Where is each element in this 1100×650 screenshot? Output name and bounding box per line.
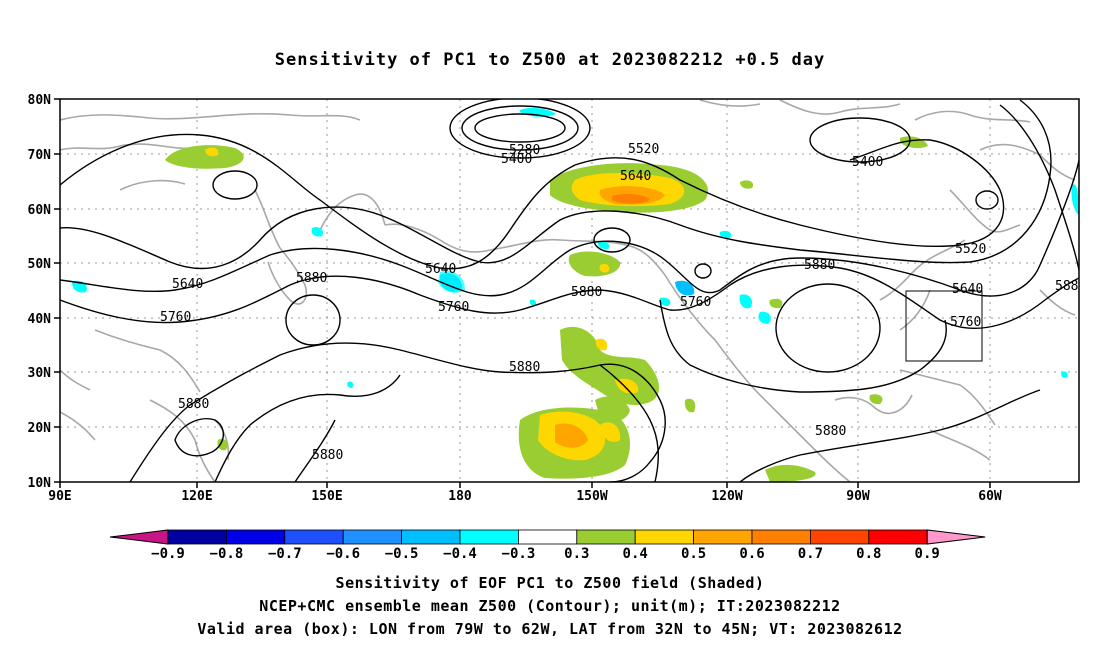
colorbar-swatch [693,529,753,545]
colorbar-label: −0.7 [268,546,302,562]
lon-label: 150W [576,489,607,504]
contour-label: 5520 [628,142,659,157]
colorbar-extend-high [926,529,986,545]
lon-label: 150E [311,489,342,504]
valid-area-box [905,290,983,362]
colorbar-swatch [518,529,578,545]
contour-label: 5280 [509,143,540,158]
caption-valid-area: Valid area (box): LON from 79W to 62W, L… [197,620,903,638]
contour-label: 5880 [815,424,846,439]
contour-label: 5880 [571,285,602,300]
map-title: Sensitivity of PC1 to Z500 at 2023082212… [274,50,826,70]
latitude-labels: 80N 70N 60N 50N 40N 30N 20N 10N [28,93,52,491]
colorbar-label: 0.7 [798,546,823,562]
colorbar-label: −0.6 [326,546,360,562]
contour-label: 5400 [852,155,883,170]
lon-label: 180 [448,489,472,504]
colorbar-label: −0.3 [502,546,536,562]
contour-label: 5880 [509,360,540,375]
colorbar-swatch [634,529,695,545]
colorbar-label: −0.9 [151,546,185,562]
colorbar: −0.9 −0.8 −0.7 −0.6 −0.5 −0.4 −0.3 0.3 0.4 0.5 0.6… [109,529,986,562]
lat-label: 20N [28,421,52,436]
longitude-labels: 90E 120E 150E 180 150W 120W 90W 60W [48,489,1002,504]
lat-label: 80N [28,93,52,108]
contour-label: 5640 [425,262,456,277]
colorbar-label: −0.4 [443,546,477,562]
colorbar-swatch [459,529,519,545]
contour-label: 5760 [438,300,469,315]
colorbar-label: 0.8 [856,546,881,562]
lon-label: 120E [181,489,212,504]
contour-label: 5880 [804,258,835,273]
colorbar-extend-low [109,529,169,545]
lat-label: 50N [28,257,52,272]
lat-label: 60N [28,203,52,218]
colorbar-swatch [284,529,344,545]
contour-label: 5760 [160,310,191,325]
lon-label: 90W [846,489,870,504]
colorbar-swatch [225,529,286,545]
contour-label: 5880 [296,271,327,286]
caption-contour: NCEP+CMC ensemble mean Z500 (Contour); u… [259,597,841,615]
colorbar-swatch [751,529,811,545]
lat-label: 30N [28,366,52,381]
colorbar-label: 0.4 [623,546,648,562]
z500-contours [60,99,1079,482]
lat-label: 40N [28,312,52,327]
contour-label: 5640 [172,277,203,292]
contour-label: 588 [1055,279,1078,294]
contour-label: 5400 [501,152,532,167]
lat-label: 10N [28,476,52,491]
coastlines [60,99,1076,482]
contour-label: 5760 [950,315,981,330]
colorbar-swatch [868,529,928,545]
lon-label: 120W [711,489,742,504]
colorbar-label: 0.6 [739,546,764,562]
colorbar-label: −0.8 [210,546,244,562]
tick-marks [54,98,991,488]
colorbar-swatch [401,529,461,545]
plot-frame [59,98,1080,483]
colorbar-swatch [576,529,636,545]
caption-shading: Sensitivity of EOF PC1 to Z500 field (Sh… [335,574,765,592]
contour-labels: 5280 5400 5520 5640 5400 5520 5640 5880 … [160,142,1078,463]
lon-label: 90E [48,489,71,504]
colorbar-label: 0.5 [681,546,706,562]
sensitivity-shading [72,107,1079,482]
contour-label: 5640 [952,282,983,297]
colorbar-label: 0.9 [915,546,940,562]
contour-label: 5880 [312,448,343,463]
colorbar-swatch [167,529,227,545]
contour-label: 5640 [620,169,651,184]
lat-label: 70N [28,148,52,163]
colorbar-swatch [342,529,403,545]
colorbar-swatch [810,529,870,545]
contour-label: 5880 [178,397,209,412]
lon-label: 60W [978,489,1002,504]
contour-label: 5760 [680,295,711,310]
colorbar-label: −0.5 [385,546,419,562]
contour-label: 5520 [955,242,986,257]
colorbar-label: 0.3 [564,546,589,562]
